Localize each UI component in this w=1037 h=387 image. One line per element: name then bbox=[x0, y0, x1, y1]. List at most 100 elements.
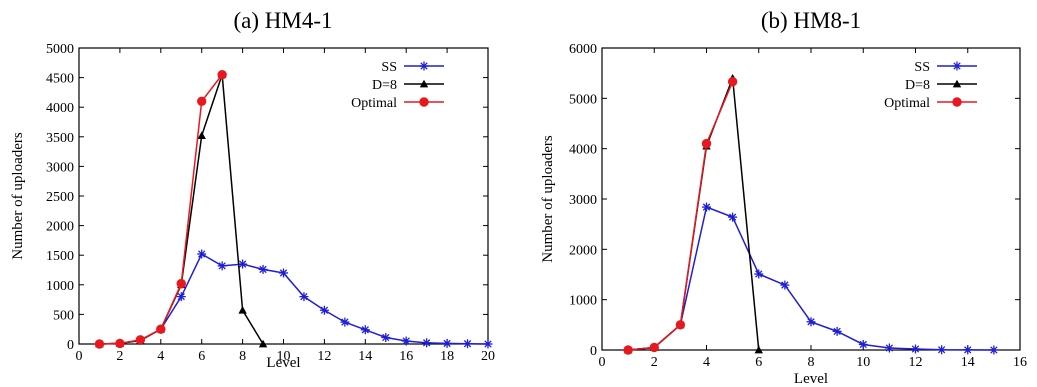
data-point-stroke bbox=[341, 318, 349, 326]
data-point-stroke bbox=[781, 281, 789, 289]
x-tick-label: 8 bbox=[239, 349, 246, 364]
data-point-stroke bbox=[300, 292, 308, 301]
x-tick-label: 14 bbox=[961, 355, 975, 370]
y-axis-label: Number of uploaders bbox=[10, 132, 26, 260]
data-point bbox=[422, 338, 432, 348]
x-tick-label: 14 bbox=[358, 349, 372, 364]
data-point-stroke bbox=[177, 292, 185, 301]
data-point bbox=[754, 269, 764, 279]
data-point bbox=[806, 317, 816, 327]
data-point bbox=[884, 343, 894, 353]
data-point-stroke bbox=[198, 250, 206, 258]
data-point-stroke bbox=[382, 333, 390, 342]
legend-label: D=8 bbox=[372, 78, 397, 93]
x-tick-label: 10 bbox=[277, 349, 291, 364]
y-tick-label: 0 bbox=[590, 344, 597, 359]
data-point-stroke bbox=[238, 260, 247, 268]
data-point-stroke bbox=[885, 344, 894, 352]
data-point bbox=[94, 339, 105, 349]
data-point bbox=[299, 292, 309, 302]
data-point bbox=[702, 202, 711, 212]
data-point bbox=[197, 96, 207, 106]
x-tick-label: 4 bbox=[703, 355, 710, 370]
legend-label: SS bbox=[381, 60, 397, 75]
legend: SS D=8 Optimal bbox=[351, 60, 444, 111]
legend-marker-stroke bbox=[953, 62, 961, 70]
data-point bbox=[963, 345, 973, 355]
data-point-stroke bbox=[964, 346, 972, 354]
legend-marker-stroke bbox=[420, 62, 428, 70]
data-point bbox=[238, 259, 248, 269]
data-point bbox=[858, 339, 868, 349]
x-tick-label: 8 bbox=[808, 355, 815, 370]
plot-frame bbox=[78, 47, 489, 345]
y-tick-label: 4000 bbox=[569, 143, 597, 158]
legend-label: SS bbox=[914, 60, 930, 75]
y-tick-label: 3000 bbox=[569, 193, 597, 208]
chart-title: (a) HM4-1 bbox=[234, 8, 333, 33]
series-optimal bbox=[623, 77, 738, 355]
series-line bbox=[99, 74, 264, 345]
data-point bbox=[258, 339, 268, 348]
data-point bbox=[197, 131, 206, 139]
data-point-stroke bbox=[443, 339, 451, 348]
x-tick-label: 18 bbox=[440, 349, 454, 364]
y-tick-label: 4000 bbox=[46, 101, 74, 116]
legend-marker bbox=[419, 79, 429, 88]
x-tick-label: 16 bbox=[399, 349, 413, 364]
data-point-stroke bbox=[484, 340, 492, 348]
data-point bbox=[401, 336, 411, 346]
y-tick-label: 2500 bbox=[46, 190, 74, 205]
x-tick-label: 4 bbox=[157, 349, 164, 364]
y-tick-label: 5000 bbox=[46, 42, 74, 57]
data-point bbox=[463, 339, 473, 349]
data-point bbox=[279, 268, 288, 278]
data-point bbox=[989, 345, 999, 355]
chart-hm8-1: (b) HM8-1 0 2 4 6 8 10 12 14 16 0 1000 2000 3000 4000 5… bbox=[540, 8, 1027, 387]
data-point-stroke bbox=[859, 340, 867, 349]
series-optimal bbox=[94, 69, 227, 349]
series-d-8 bbox=[95, 70, 268, 348]
legend-label: Optimal bbox=[884, 96, 930, 111]
data-point bbox=[754, 345, 763, 354]
y-tick-label: 4500 bbox=[46, 72, 74, 87]
y-tick-label: 2000 bbox=[46, 220, 74, 235]
data-point bbox=[238, 306, 247, 314]
x-axis-label: Level bbox=[266, 355, 300, 371]
data-point bbox=[115, 338, 125, 349]
data-point-stroke bbox=[259, 265, 267, 274]
data-point bbox=[911, 344, 920, 354]
x-tick-label: 2 bbox=[651, 355, 658, 370]
y-tick-label: 3500 bbox=[46, 131, 74, 146]
y-axis-label: Number of uploaders bbox=[540, 135, 556, 263]
data-point-stroke bbox=[422, 339, 431, 347]
x-tick-label: 0 bbox=[76, 349, 83, 364]
data-point bbox=[937, 345, 947, 355]
data-point bbox=[780, 280, 790, 290]
y-tick-label: 500 bbox=[53, 308, 74, 323]
y-tick-label: 1000 bbox=[569, 294, 597, 309]
data-point-stroke bbox=[807, 318, 815, 326]
data-point bbox=[442, 338, 452, 348]
series-line bbox=[99, 74, 223, 345]
data-point bbox=[176, 278, 186, 289]
y-tick-label: 5000 bbox=[569, 92, 597, 107]
data-point bbox=[623, 345, 633, 355]
data-point bbox=[156, 324, 166, 334]
x-tick-label: 6 bbox=[198, 349, 205, 364]
series-line bbox=[628, 81, 734, 351]
x-tick-label: 12 bbox=[909, 355, 923, 370]
chart-hm4-1: (a) HM4-1 0 2 4 6 8 10 12 14 16 18 20 0 500 1000 1500 20… bbox=[10, 8, 495, 371]
data-point bbox=[832, 326, 842, 336]
series-ss bbox=[623, 202, 999, 355]
legend-marker bbox=[952, 79, 962, 88]
data-point bbox=[381, 332, 391, 342]
x-tick-label: 6 bbox=[755, 355, 762, 370]
x-tick-label: 20 bbox=[481, 349, 495, 364]
data-point-stroke bbox=[937, 346, 946, 354]
data-point bbox=[340, 317, 350, 327]
y-tick-label: 1500 bbox=[46, 249, 74, 264]
data-point bbox=[176, 292, 186, 302]
series-ss bbox=[94, 249, 493, 349]
y-tick-label: 0 bbox=[67, 338, 74, 353]
